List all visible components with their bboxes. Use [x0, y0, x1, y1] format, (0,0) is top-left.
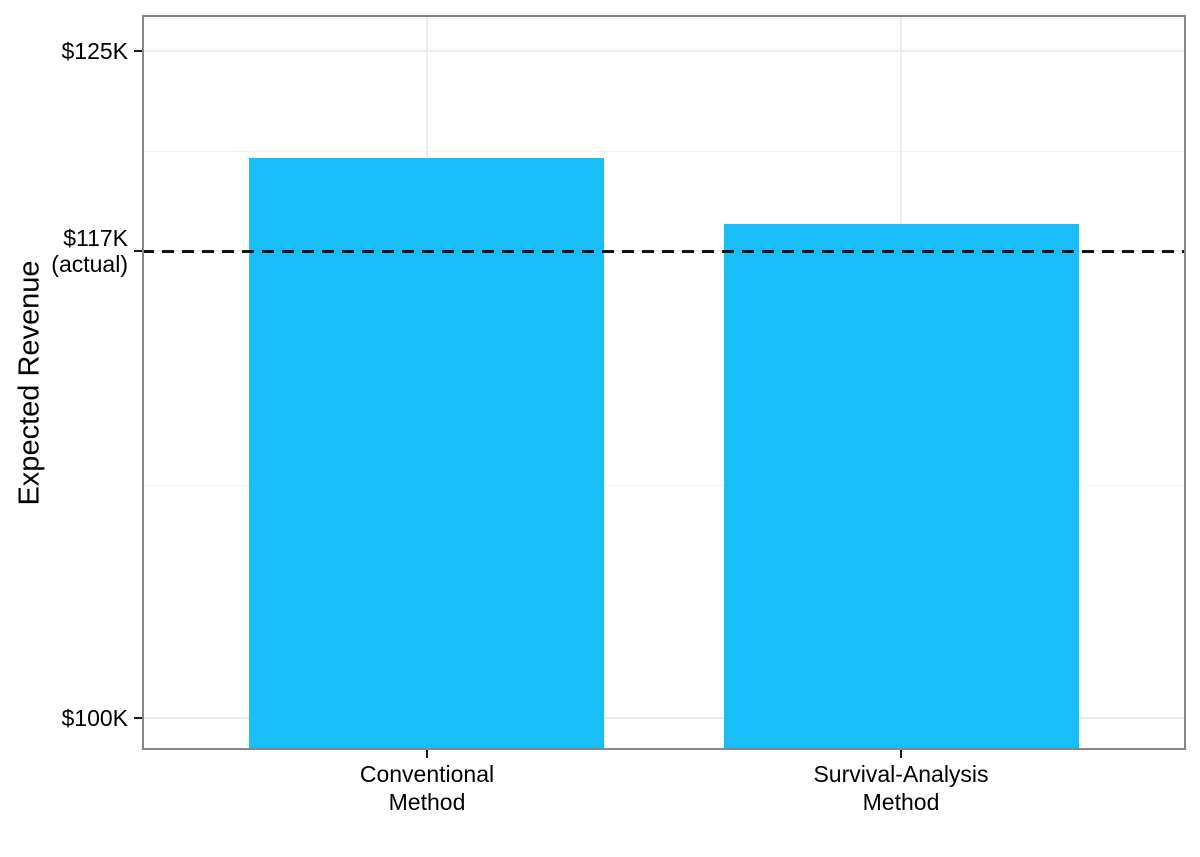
gridline-minor: [142, 151, 1186, 152]
y-tick-label: $100K: [61, 705, 128, 731]
y-tick-mark: [134, 50, 142, 52]
plot-panel: [142, 15, 1186, 750]
bar-conventional-method: [249, 158, 604, 750]
actual-reference-line: [142, 250, 1186, 253]
gridline-major: [142, 50, 1186, 52]
x-tick-label-conventional-method: Conventional Method: [359, 761, 495, 815]
y-tick-mark: [134, 717, 142, 719]
y-tick-label: $125K: [61, 38, 128, 64]
x-tick-label-survival-analysis-method: Survival-Analysis Method: [813, 761, 989, 815]
y-axis-title: Expected Revenue: [13, 260, 46, 506]
gridline-minor: [142, 485, 1186, 486]
bar-survival-analysis-method: [724, 224, 1079, 750]
y-tick-mark: [134, 250, 142, 252]
x-tick-mark: [426, 750, 428, 758]
x-tick-mark: [900, 750, 902, 758]
gridline-major: [142, 717, 1186, 719]
y-tick-label: $117K (actual): [51, 225, 128, 277]
